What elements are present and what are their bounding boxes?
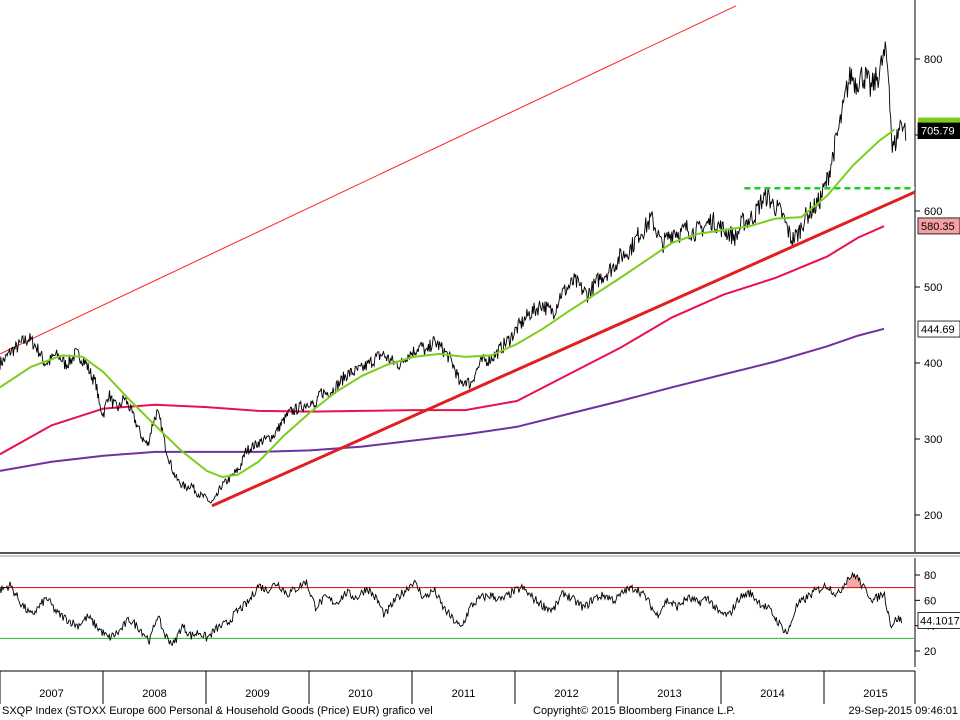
chart-footer: SXQP Index (STOXX Europe 600 Personal & … [0,704,960,720]
price-y-tick-label-500: 500 [924,282,942,294]
last-value-text-0: 705.79 [921,126,955,138]
rsi-last-value-box [917,612,960,629]
footer-copyright: Copyright© 2015 Bloomberg Finance L.P. [533,705,736,717]
last-value-label-1: 580.35 [917,217,960,235]
rsi-panel: 2040608044.1017 [0,558,960,667]
price-panel-background [0,0,960,552]
x-year-label-2008: 2008 [142,688,166,700]
rsi-y-tick-label-20: 20 [924,646,936,658]
ma-red-line [0,225,885,456]
x-year-label-2014: 2014 [760,688,784,700]
support-trendline [211,190,916,508]
rsi-line [0,572,903,647]
last-value-box-1 [917,217,960,235]
last-value-text-1: 580.35 [921,221,955,233]
last-value-text-2: 444.69 [921,324,955,336]
last-value-box-2 [917,320,960,338]
price-y-tick-label-800: 800 [924,54,942,66]
price-y-tick-label-400: 400 [924,358,942,370]
price-y-tick-label-300: 300 [924,434,942,446]
last-value-label-2: 444.69 [917,320,960,338]
x-axis: 2007 2008 2009 2010 2011 2012 2013 2014 2015 [0,670,916,704]
footer-timestamp: 29-Sep-2015 09:46:01 [848,705,958,717]
panel-separator [0,552,960,558]
x-year-label-2009: 2009 [245,688,269,700]
rsi-y-tick-label-80: 80 [924,570,936,582]
x-year-label-2011: 2011 [452,688,476,700]
price-y-tick-label-200: 200 [924,510,942,522]
ma-green-last-tab [918,117,960,123]
x-year-label-2015: 2015 [863,688,887,700]
trend-channel-line [0,5,737,355]
x-year-label-2010: 2010 [348,688,372,700]
price-y-tick-label-600: 600 [924,206,942,218]
rsi-last-value-text: 44.1017 [920,615,960,627]
chart-canvas: 200300400500600700800705.79580.35444.69 … [0,0,960,704]
ma-green-line [0,128,895,479]
x-year-label-2012: 2012 [554,688,578,700]
x-year-label-2007: 2007 [39,688,63,700]
rsi-overbought-fill [846,572,862,588]
footer-title: SXQP Index (STOXX Europe 600 Personal & … [2,705,433,717]
rsi-y-tick-label-60: 60 [924,595,936,607]
ma-purple-line [0,327,885,472]
x-year-label-2013: 2013 [657,688,681,700]
last-value-label-0: 705.79 [917,122,960,139]
price-line [0,41,907,504]
rsi-last-value-label: 44.1017 [917,612,960,629]
